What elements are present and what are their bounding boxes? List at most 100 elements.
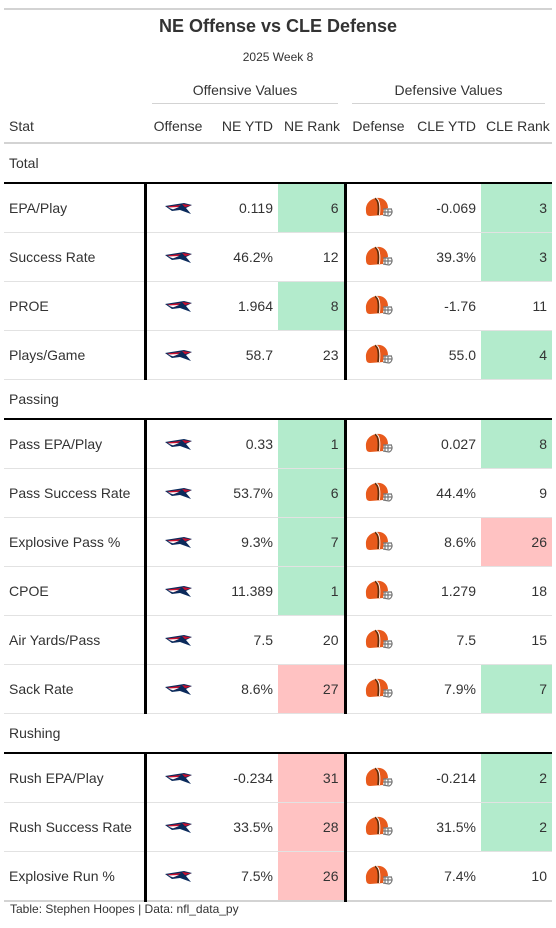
cle-rank-value: 2 [481,802,552,852]
column-header-row: Stat Offense NE YTD NE Rank Defense CLE … [4,110,552,144]
offense-logo-cell [143,419,211,469]
ne-rank-value: 6 [278,183,345,233]
browns-helmet-icon [366,629,393,649]
defense-logo-cell [343,419,412,469]
browns-helmet-icon [366,344,393,364]
offense-logo-cell [143,183,211,233]
ne-rank-value: 27 [278,664,345,714]
cle-rank-value: 7 [481,664,552,714]
group-label: Passing [4,379,552,420]
cle-rank-value: 9 [481,468,552,518]
browns-helmet-icon [366,246,393,266]
browns-helmet-icon [366,482,393,502]
ne-rank-value: 8 [278,281,345,331]
ne-ytd-value: 53.7% [211,468,278,518]
patriots-logo-icon [164,821,192,833]
offense-logo-cell [143,468,211,518]
offense-logo-cell [143,851,211,902]
browns-helmet-icon [366,531,393,551]
cle-rank-value: 4 [481,330,552,380]
cle-ytd-value: 1.279 [412,566,481,616]
browns-helmet-icon [366,580,393,600]
col-stat: Stat [4,110,145,144]
offense-logo-cell [143,753,211,803]
source-note: Table: Stephen Hoopes | Data: nfl_data_p… [10,902,239,916]
defense-logo-cell [343,566,412,616]
cle-ytd-value: 44.4% [412,468,481,518]
ne-ytd-value: 0.119 [211,183,278,233]
group-row: Passing [4,379,552,420]
browns-helmet-icon [366,678,393,698]
cle-rank-value: 3 [481,232,552,282]
ne-rank-value: 28 [278,802,345,852]
offense-logo-cell [143,802,211,852]
table-body: Total EPA/Play 0.119 6 -0.069 3 Success … [4,143,552,902]
cle-rank-value: 8 [481,419,552,469]
cle-rank-value: 18 [481,566,552,616]
ne-rank-value: 7 [278,517,345,567]
table-row: CPOE 11.389 1 1.279 18 [4,566,552,616]
spanner-offensive: Offensive Values [145,72,345,110]
stat-name: Pass Success Rate [4,468,145,518]
defense-logo-cell [343,753,412,803]
browns-helmet-icon [366,197,393,217]
stat-name: Rush EPA/Play [4,753,145,803]
table-row: Explosive Run % 7.5% 26 7.4% 10 [4,851,552,902]
patriots-logo-icon [164,349,192,361]
spanner-defensive: Defensive Values [345,72,552,110]
top-rule [4,8,552,10]
defense-logo-cell [343,802,412,852]
table-row: Pass Success Rate 53.7% 6 44.4% 9 [4,468,552,518]
patriots-logo-icon [164,251,192,263]
browns-helmet-icon [366,865,393,885]
col-cle-ytd: CLE YTD [412,110,481,144]
table-row: Pass EPA/Play 0.33 1 0.027 8 [4,419,552,469]
ne-ytd-value: 11.389 [211,566,278,616]
stat-name: Plays/Game [4,330,145,380]
cle-ytd-value: 7.5 [412,615,481,665]
browns-helmet-icon [366,295,393,315]
group-label: Rushing [4,713,552,754]
stat-name: Air Yards/Pass [4,615,145,665]
cle-ytd-value: 31.5% [412,802,481,852]
ne-rank-value: 23 [278,330,345,380]
page-subtitle: 2025 Week 8 [242,50,314,64]
group-row: Rushing [4,713,552,754]
offense-logo-cell [143,281,211,331]
stat-name: CPOE [4,566,145,616]
defense-logo-cell [343,615,412,665]
browns-helmet-icon [366,433,393,453]
patriots-logo-icon [164,585,192,597]
cle-ytd-value: 55.0 [412,330,481,380]
offense-logo-cell [143,517,211,567]
offense-logo-cell [143,330,211,380]
defense-logo-cell [343,281,412,331]
offense-logo-cell [143,232,211,282]
group-row: Total [4,143,552,184]
ne-ytd-value: 8.6% [211,664,278,714]
page-title: NE Offense vs CLE Defense [158,16,398,36]
patriots-logo-icon [164,300,192,312]
ne-rank-value: 1 [278,419,345,469]
stat-name: EPA/Play [4,183,145,233]
ne-rank-value: 12 [278,232,345,282]
stats-table: Offensive Values Defensive Values Stat O… [4,72,552,902]
col-ne-rank: NE Rank [278,110,345,144]
col-offense: Offense [145,110,211,144]
cle-rank-value: 3 [481,183,552,233]
ne-rank-value: 31 [278,753,345,803]
stat-name: Sack Rate [4,664,145,714]
stat-name: Rush Success Rate [4,802,145,852]
cle-rank-value: 26 [481,517,552,567]
patriots-logo-icon [164,487,192,499]
offense-logo-cell [143,615,211,665]
patriots-logo-icon [164,772,192,784]
table-row: Air Yards/Pass 7.5 20 7.5 15 [4,615,552,665]
cle-rank-value: 2 [481,753,552,803]
patriots-logo-icon [164,438,192,450]
col-defense: Defense [345,110,412,144]
table-row: Success Rate 46.2% 12 39.3% 3 [4,232,552,282]
table-row: Explosive Pass % 9.3% 7 8.6% 26 [4,517,552,567]
table-row: EPA/Play 0.119 6 -0.069 3 [4,183,552,233]
